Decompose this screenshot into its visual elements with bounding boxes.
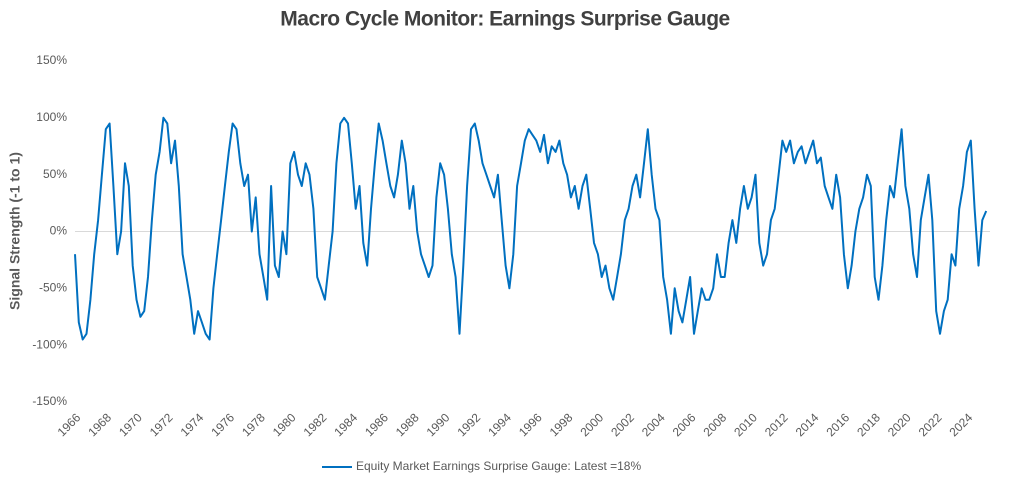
- x-tick-label: 1988: [393, 410, 422, 439]
- x-tick-label: 2010: [731, 410, 760, 439]
- chart-title: Macro Cycle Monitor: Earnings Surprise G…: [280, 8, 729, 31]
- y-tick-label: -150%: [32, 394, 67, 408]
- x-tick-label: 2002: [608, 410, 637, 439]
- x-tick-label: 2020: [885, 410, 914, 439]
- x-tick-label: 1990: [424, 410, 453, 439]
- legend-label: Equity Market Earnings Surprise Gauge: L…: [356, 459, 641, 473]
- x-tick-label: 2024: [947, 410, 976, 439]
- x-tick-label: 1966: [55, 410, 84, 439]
- x-tick-label: 1974: [178, 410, 207, 439]
- x-tick-label: 1970: [116, 410, 145, 439]
- x-tick-label: 2018: [854, 410, 883, 439]
- y-tick-label: -50%: [39, 281, 67, 295]
- y-tick-label: -100%: [32, 337, 67, 351]
- x-tick-label: 2012: [762, 410, 791, 439]
- x-tick-label: 2004: [639, 410, 668, 439]
- y-tick-label: 50%: [43, 167, 67, 181]
- data-line: [74, 116, 988, 341]
- x-tick-label: 1998: [547, 410, 576, 439]
- x-tick-label: 1992: [454, 410, 483, 439]
- x-tick-label: 1982: [301, 410, 330, 439]
- x-tick-label: 2014: [793, 410, 822, 439]
- y-tick-label: 100%: [36, 110, 67, 124]
- x-tick-label: 2006: [670, 410, 699, 439]
- y-tick-label: 150%: [36, 53, 67, 67]
- x-tick-label: 1994: [485, 410, 514, 439]
- y-axis-label: Signal Strength (-1 to 1): [7, 152, 23, 310]
- x-tick-label: 1968: [85, 410, 114, 439]
- x-tick-label: 1984: [331, 410, 360, 439]
- y-tick-label: 0%: [50, 224, 68, 238]
- x-tick-label: 1996: [516, 410, 545, 439]
- x-tick-label: 1978: [239, 410, 268, 439]
- x-tick-label: 1972: [147, 410, 176, 439]
- x-tick-label: 2016: [823, 410, 852, 439]
- x-tick-label: 1976: [208, 410, 237, 439]
- x-tick-label: 2022: [916, 410, 945, 439]
- x-tick-label: 2000: [577, 410, 606, 439]
- x-tick-label: 1986: [362, 410, 391, 439]
- x-tick-label: 2008: [700, 410, 729, 439]
- x-tick-label: 1980: [270, 410, 299, 439]
